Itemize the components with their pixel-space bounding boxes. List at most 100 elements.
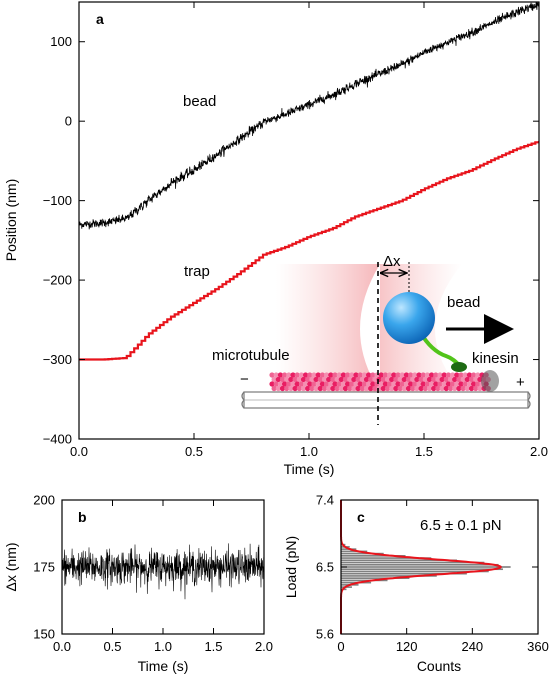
tubulin-subunit: [347, 376, 353, 383]
tubulin-subunit: [288, 385, 294, 392]
tubulin-subunit: [397, 385, 403, 392]
tubulin-subunit: [456, 376, 462, 383]
tubulin-subunit: [298, 381, 304, 387]
tubulin-subunit: [294, 381, 300, 387]
load-annotation: 6.5 ± 0.1 pN: [420, 517, 502, 534]
tubulin-subunit: [468, 385, 475, 392]
histogram-bar: [341, 570, 489, 573]
tubulin-subunit: [408, 372, 414, 378]
histogram-bars: [341, 543, 511, 591]
tubulin-subunit: [462, 372, 468, 378]
tubulin-subunit: [366, 372, 372, 378]
tubulin-subunit: [466, 381, 472, 387]
tubulin-subunit: [408, 381, 414, 387]
tubulin-subunit: [433, 381, 439, 387]
tubulin-subunit: [330, 385, 336, 392]
tubulin-subunit: [336, 381, 342, 387]
tubulin-subunit: [303, 372, 309, 378]
tubulin-subunit: [426, 385, 433, 392]
plus-end-label: +: [516, 374, 525, 391]
bead-sphere: [383, 292, 435, 344]
histogram-bar: [341, 566, 511, 568]
panel-b-xlabel: Time (s): [138, 658, 189, 674]
panel-c-xtick-label: 120: [396, 639, 418, 654]
panel-b-ytick-label: 150: [33, 627, 55, 642]
tubulin-subunit: [279, 385, 286, 392]
tubulin-subunit: [326, 376, 332, 383]
tubulin-subunit: [475, 381, 481, 387]
tubulin-subunit: [284, 376, 290, 383]
tubulin-subunit: [319, 372, 325, 378]
histogram-bar: [341, 577, 410, 579]
tubulin-subunit: [345, 372, 351, 378]
histogram-bar: [341, 561, 485, 564]
tubulin-subunit: [277, 372, 283, 378]
tubulin-subunit: [414, 385, 420, 392]
tubulin-subunit: [359, 385, 365, 392]
tubulin-subunit: [405, 385, 412, 392]
tubulin-subunit: [405, 376, 412, 383]
histogram-bar: [341, 579, 388, 582]
histogram-bar: [341, 557, 432, 559]
tubulin-subunit: [345, 381, 351, 387]
panel-b-ytick-label: 175: [33, 560, 55, 575]
tubulin-subunit: [338, 385, 344, 392]
tubulin-subunit: [311, 372, 317, 378]
panel-c: 0 120 240 360 5.6 6.5 7.4 c 6.5 ± 0.1 pN Count…: [283, 493, 549, 675]
histogram-bar: [341, 575, 437, 577]
tubulin-subunit: [431, 376, 437, 383]
tubulin-subunit: [468, 376, 475, 383]
panel-c-ytick-label: 5.6: [316, 627, 334, 642]
tubulin-subunit: [384, 376, 391, 383]
tubulin-subunit: [416, 381, 422, 387]
tubulin-subunit: [378, 372, 384, 378]
panel-a-ytick-label: −200: [43, 273, 72, 288]
tubulin-subunit: [435, 385, 441, 392]
tubulin-subunit: [351, 385, 357, 392]
tubulin-subunit: [349, 381, 355, 387]
panel-c-ylabel: Load (pN): [283, 536, 299, 598]
panel-c-ytick-label: 7.4: [316, 493, 334, 508]
tubulin-subunit: [317, 385, 323, 392]
dx-trace: [62, 543, 264, 600]
coverslip: [241, 391, 531, 409]
tubulin-subunit: [353, 381, 359, 387]
tubulin-subunit: [441, 372, 447, 378]
tubulin-subunit: [361, 381, 367, 387]
tubulin-subunit: [286, 381, 292, 387]
tubulin-subunit: [380, 385, 386, 392]
tubulin-subunit: [311, 381, 317, 387]
tubulin-subunit: [332, 381, 338, 387]
tubulin-subunit: [435, 376, 441, 383]
tubulin-subunit: [370, 372, 376, 378]
tubulin-subunit: [300, 385, 307, 392]
tubulin-subunit: [309, 376, 315, 383]
tubulin-subunit: [447, 376, 454, 383]
minus-end-label: −: [240, 371, 249, 388]
tubulin-subunit: [414, 376, 420, 383]
tubulin-subunit: [363, 376, 370, 383]
tubulin-subunit: [384, 385, 391, 392]
tubulin-subunit: [307, 381, 313, 387]
tubulin-subunit: [471, 372, 477, 378]
tubulin-subunit: [439, 376, 445, 383]
tubulin-subunit: [382, 372, 388, 378]
panel-c-xtick-label: 240: [461, 639, 483, 654]
panel-a-ytick-label: −100: [43, 193, 72, 208]
tubulin-subunit: [342, 376, 349, 383]
tubulin-subunit: [332, 372, 338, 378]
tubulin-subunit: [349, 372, 355, 378]
tubulin-subunit: [334, 385, 340, 392]
histogram-bar: [341, 552, 384, 555]
tubulin-subunit: [324, 372, 330, 378]
tubulin-subunit: [359, 376, 365, 383]
tubulin-subunit: [290, 372, 296, 378]
trap-trace-label: trap: [184, 263, 210, 280]
panel-c-axes: 0 120 240 360 5.6 6.5 7.4: [316, 493, 549, 655]
tubulin-subunit: [389, 376, 395, 383]
tubulin-subunit: [445, 372, 451, 378]
tubulin-subunit: [269, 372, 275, 378]
tubulin-subunit: [445, 381, 451, 387]
tubulin-subunit: [357, 381, 363, 387]
